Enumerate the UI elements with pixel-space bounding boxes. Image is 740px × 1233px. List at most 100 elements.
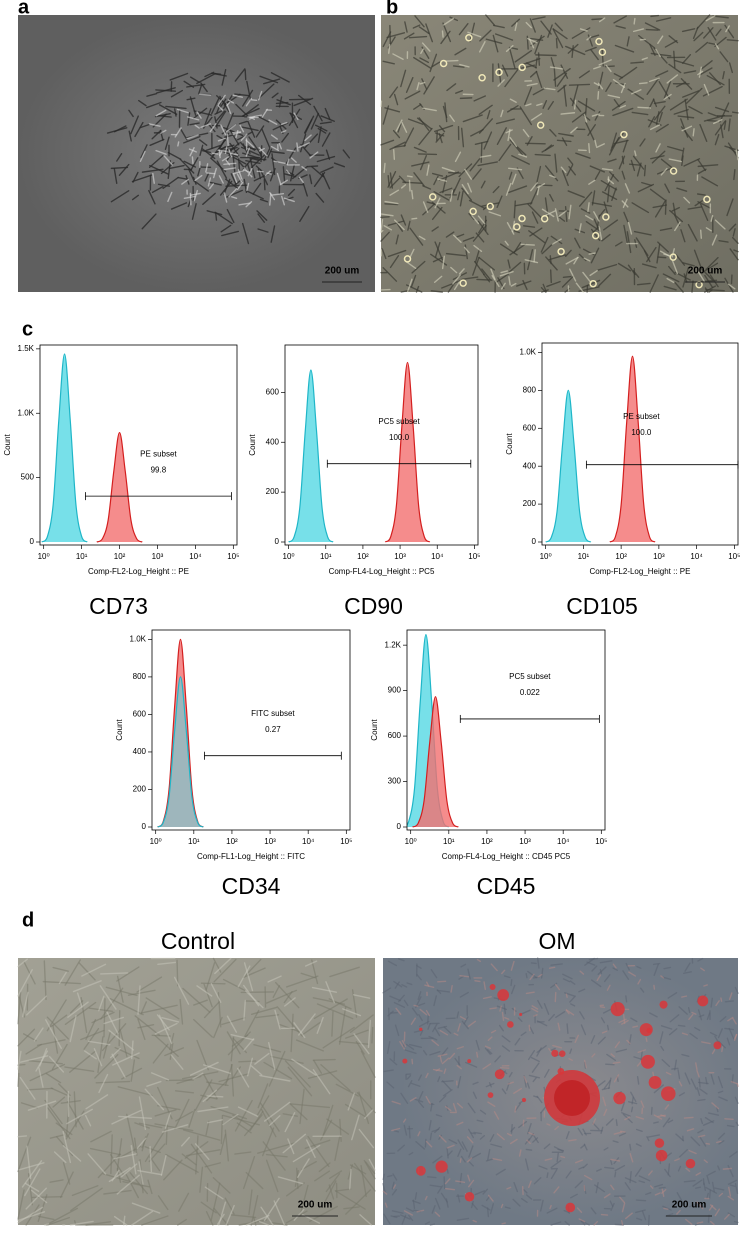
y-axis-label: Count: [370, 719, 379, 741]
cell: [684, 1117, 692, 1118]
plot: [158, 639, 204, 827]
plot: [546, 356, 655, 542]
cell: [600, 1007, 604, 1008]
cell: [216, 213, 217, 220]
nodule: [497, 989, 509, 1001]
cell: [701, 230, 702, 238]
cell: [213, 153, 218, 154]
x-tick-label: 10³: [264, 837, 276, 846]
nodule: [659, 1001, 667, 1009]
cell: [190, 193, 191, 204]
y-tick-label: 800: [523, 385, 537, 394]
cell: [733, 112, 738, 113]
cell: [430, 1224, 434, 1225]
cell: [207, 173, 215, 174]
chart-title: CD34: [222, 873, 281, 899]
x-tick-label: 10¹: [320, 552, 332, 561]
cell: [430, 1133, 431, 1139]
y-tick-label: 600: [266, 387, 280, 396]
cell: [101, 973, 128, 974]
y-tick-label: 0: [532, 537, 537, 546]
cell: [233, 132, 240, 133]
chart-title: CD45: [477, 873, 536, 899]
nodule: [554, 1080, 590, 1116]
cell: [698, 1100, 705, 1101]
y-tick-label: 800: [133, 672, 147, 681]
cell: [267, 173, 271, 174]
cell: [428, 1177, 436, 1178]
cell: [589, 144, 590, 153]
x-tick-label: 10³: [394, 552, 406, 561]
cell: [526, 974, 527, 978]
nodule: [465, 1192, 474, 1201]
cell: [634, 19, 635, 24]
y-tick-label: 400: [266, 437, 280, 446]
panel-letter: d: [22, 909, 34, 931]
cell: [608, 1025, 609, 1029]
cell: [200, 94, 211, 95]
cell: [706, 1144, 709, 1145]
cell: [717, 1141, 721, 1142]
nodule: [495, 1069, 505, 1079]
y-tick-label: 0: [397, 822, 402, 831]
cell: [388, 1176, 392, 1177]
cell: [598, 92, 599, 99]
cell: [425, 1139, 426, 1147]
cell: [626, 996, 627, 1002]
y-tick-label: 900: [388, 686, 402, 695]
cell: [622, 1221, 623, 1225]
gate-value: 0.27: [265, 725, 281, 734]
x-tick-label: 10²: [481, 837, 493, 846]
x-tick-label: 10⁵: [595, 837, 607, 846]
chart-title: CD90: [344, 593, 403, 619]
cell: [178, 142, 179, 146]
nodule: [656, 1150, 667, 1161]
y-axis-label: Count: [3, 434, 12, 456]
nodule: [436, 1161, 448, 1173]
cell: [119, 1011, 120, 1046]
y-axis-label: Count: [505, 433, 514, 455]
y-tick-label: 400: [523, 461, 537, 470]
nodule: [713, 1041, 721, 1049]
x-tick-label: 10⁴: [302, 837, 315, 846]
cell: [442, 1081, 453, 1082]
nodule: [565, 1203, 575, 1213]
cell: [501, 1068, 509, 1069]
cell: [488, 1208, 489, 1217]
nodule: [522, 1098, 526, 1102]
y-tick-label: 0: [275, 537, 280, 546]
nodule: [490, 984, 496, 990]
cell: [372, 1028, 373, 1043]
chart-title: CD73: [89, 593, 148, 619]
cell: [408, 176, 413, 177]
cell: [514, 201, 515, 218]
cell: [575, 100, 576, 109]
y-tick-label: 1.0K: [130, 634, 147, 643]
cell: [654, 1122, 658, 1123]
cell: [515, 1106, 516, 1112]
cell: [414, 1005, 418, 1006]
y-tick-label: 0: [142, 822, 147, 831]
panel-letter: a: [18, 0, 30, 18]
cell: [252, 100, 257, 101]
y-axis-label: Count: [248, 434, 257, 456]
nodule: [402, 1059, 407, 1064]
histogram-area: [158, 677, 204, 827]
photo-a: [18, 15, 375, 292]
x-tick-label: 10⁵: [728, 552, 740, 561]
gate-name: FITC subset: [251, 709, 295, 718]
cell: [615, 1172, 616, 1177]
histogram-area: [289, 370, 334, 542]
nodule: [551, 1050, 558, 1057]
cell: [725, 1001, 733, 1002]
cell: [556, 39, 557, 48]
cell: [536, 55, 556, 56]
cell: [550, 256, 551, 264]
y-tick-label: 200: [133, 785, 147, 794]
cell: [621, 1131, 625, 1132]
x-axis-label: Comp-FL4-Log_Height :: PC5: [329, 567, 435, 576]
x-tick-label: 10¹: [188, 837, 200, 846]
cell: [672, 1068, 678, 1069]
photos: [18, 15, 738, 1225]
cell: [727, 40, 738, 41]
